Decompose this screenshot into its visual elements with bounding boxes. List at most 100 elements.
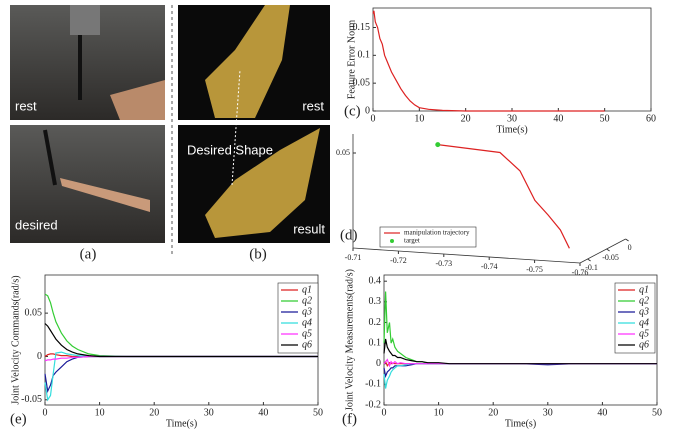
series-line	[383, 338, 657, 365]
x-tick-label: 60	[646, 113, 656, 124]
y-tick-label: 0.3	[369, 296, 382, 307]
x-tick-label: -0.71	[345, 253, 362, 262]
plot-frame	[372, 7, 652, 112]
x-tick-label: 50	[600, 113, 610, 124]
x-axis-label: Time(s)	[496, 124, 527, 135]
plot-frame	[44, 274, 319, 406]
legend-label: target	[404, 237, 420, 245]
y-axis-label: Joint Velocity Commands(rad/s)	[10, 275, 21, 404]
photo-caption: result	[293, 221, 325, 236]
x-tick-label: 30	[204, 407, 214, 418]
x-tick-label: -0.75	[526, 265, 543, 274]
photo-caption: rest	[15, 98, 37, 113]
series-line	[44, 355, 318, 394]
legend-box	[277, 282, 319, 354]
y-tick-label: 0.4	[369, 275, 382, 286]
y-axis-label: Feature Error Norm	[346, 20, 357, 100]
object	[110, 80, 165, 120]
y-tick-label: 0	[376, 358, 381, 369]
x-axis-label: Time(s)	[166, 418, 197, 429]
y-tick-label: 0.1	[358, 50, 371, 61]
panel-label: (c)	[344, 103, 361, 119]
photo-caption: rest	[302, 98, 324, 113]
x-tick-label: 0	[43, 407, 48, 418]
object	[205, 128, 320, 238]
y-tick-label: 0.05	[353, 77, 371, 88]
y-tick-label: 0.1	[369, 337, 382, 348]
x-tick-label: 30	[543, 407, 553, 418]
y-tick-label: 0.05	[25, 307, 43, 318]
x-tick-label: 50	[313, 407, 323, 418]
x-tick-label: 10	[95, 407, 105, 418]
x-tick-label: 40	[553, 113, 563, 124]
trajectory	[437, 144, 570, 249]
panel-label: (b)	[249, 246, 267, 262]
legend-label: q4	[302, 317, 312, 328]
object	[60, 178, 150, 212]
photo	[10, 125, 165, 243]
x-tick-label: 20	[149, 407, 159, 418]
y-tick	[606, 248, 610, 252]
legend-swatch	[390, 239, 394, 243]
series-line	[383, 363, 657, 389]
x-tick-label: 40	[597, 407, 607, 418]
x-tick-label: 10	[414, 113, 424, 124]
x-tick-label: 0	[371, 113, 376, 124]
panel-label: (a)	[80, 246, 97, 262]
x-tick-label: 20	[461, 113, 471, 124]
series-line	[44, 293, 318, 358]
series-line	[44, 323, 318, 358]
y-axis-label: Joint Velocity Measurements(rad/s)	[344, 269, 355, 411]
y-tick-label: -0.1	[365, 379, 381, 390]
y-tick-label: 0	[37, 351, 42, 362]
x-tick-label: 30	[507, 113, 517, 124]
target-point	[435, 142, 441, 148]
x-tick-label: 40	[258, 407, 268, 418]
y-tick-label: 0	[628, 243, 632, 252]
x-tick-label: -0.73	[435, 259, 452, 268]
legend-label: q2	[639, 295, 649, 306]
y-tick-label: -0.05	[21, 394, 42, 405]
legend-label: q4	[639, 317, 649, 328]
robot-arm	[70, 5, 100, 35]
x-tick-label: -0.76	[572, 268, 589, 277]
series-line	[44, 355, 318, 362]
y-tick-label: -0.2	[365, 399, 381, 410]
line	[372, 10, 605, 112]
y-tick-label: 0	[365, 105, 370, 116]
x-tick-label: -0.72	[390, 256, 407, 265]
photo-caption: desired	[15, 217, 58, 232]
legend-box	[614, 282, 656, 354]
x-tick-label: 0	[382, 407, 387, 418]
z-tick-label: 0.05	[336, 148, 350, 157]
legend-box	[379, 226, 477, 248]
legend-label: q5	[302, 328, 312, 339]
legend-label: q6	[302, 339, 312, 350]
legend-label: q3	[639, 306, 649, 317]
panel-label: (d)	[340, 227, 358, 243]
x-axis	[352, 247, 581, 264]
panel-label: (e)	[10, 411, 27, 427]
arrow	[231, 69, 241, 186]
y-tick	[587, 258, 591, 262]
y-tick-label: -0.1	[585, 263, 598, 272]
y-tick-label: 0.15	[353, 22, 371, 33]
y-tick	[625, 238, 629, 242]
legend-label: q1	[639, 284, 649, 295]
annotation: Desired Shape	[187, 142, 273, 157]
series-line	[44, 351, 318, 402]
x-axis-label: Time(s)	[505, 418, 536, 429]
x-tick-label: 50	[652, 407, 662, 418]
x-tick-label: 20	[488, 407, 498, 418]
panel-label: (f)	[342, 411, 357, 427]
series-line	[383, 363, 657, 379]
object	[205, 5, 290, 118]
legend-label: q5	[639, 328, 649, 339]
robot-arm	[43, 129, 57, 186]
legend-label: manipulation trajectory	[404, 229, 470, 237]
legend-label: q1	[302, 284, 312, 295]
x-tick-label: 10	[434, 407, 444, 418]
legend-label: q3	[302, 306, 312, 317]
x-tick-label: -0.74	[481, 262, 498, 271]
